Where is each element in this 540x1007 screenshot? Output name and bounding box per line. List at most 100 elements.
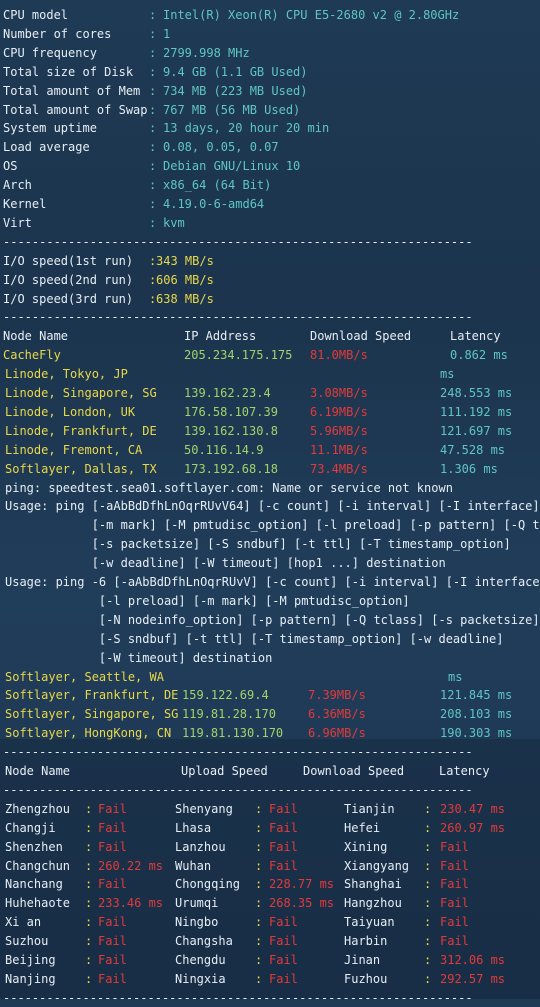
download-speed: 6.96MB/s: [308, 726, 366, 741]
ping-error-text: [-W timeout] destination: [5, 650, 273, 665]
node-name: Linode, Frankfurt, DE: [5, 423, 157, 438]
separator-colon: :: [85, 934, 93, 949]
city-result: Fail: [269, 839, 298, 854]
separator-colon: :: [85, 858, 93, 873]
download-speed: 6.36MB/s: [308, 707, 366, 722]
sysinfo-value: 0.08, 0.05, 0.07: [163, 140, 279, 155]
sysinfo-label: Kernel: [3, 197, 47, 211]
city-name: Hefei: [344, 820, 381, 835]
city-result: Fail: [440, 896, 469, 911]
sysinfo-label: Load average: [3, 140, 90, 155]
sysinfo-label: Number of cores: [3, 26, 112, 41]
separator-colon: :: [149, 26, 157, 41]
city-result: Fail: [269, 820, 298, 835]
city-name: Harbin: [344, 934, 388, 949]
sysinfo-label: Total amount of Mem: [3, 83, 141, 98]
city-name: Suzhou: [5, 934, 49, 949]
col-download-speed: Download Speed: [303, 764, 405, 778]
download-speed: 3.08MB/s: [310, 386, 368, 400]
separator-colon: :: [149, 83, 157, 98]
panel-background: [0, 739, 540, 999]
download-speed: 81.0MB/s: [310, 348, 368, 363]
separator-colon: :: [255, 915, 263, 930]
io-label: I/O speed(3rd run): [3, 291, 134, 306]
city-name: Shenzhen: [5, 839, 63, 854]
sysinfo-value: Intel(R) Xeon(R) CPU E5-2680 v2 @ 2.80GH…: [163, 8, 460, 22]
separator-colon: :: [255, 953, 263, 967]
node-name: Linode, Tokyo, JP: [5, 367, 128, 382]
city-name: Xi an: [5, 915, 42, 930]
node-name: Softlayer, Seattle, WA: [5, 669, 164, 684]
col-latency: Latency: [450, 329, 501, 344]
sysinfo-label: CPU model: [3, 8, 69, 22]
sysinfo-value: 2799.998 MHz: [163, 45, 250, 60]
separator-colon: :: [85, 971, 93, 986]
city-result: Fail: [269, 801, 298, 816]
separator-colon: :: [255, 801, 263, 816]
separator-colon: :: [424, 839, 432, 854]
city-name: Chengdu: [175, 953, 226, 967]
city-result: Fail: [269, 953, 298, 967]
separator-colon: :: [149, 291, 157, 306]
separator-colon: :: [149, 140, 157, 155]
city-name: Shanghai: [344, 877, 402, 892]
city-name: Fuzhou: [344, 971, 388, 986]
sysinfo-value: 9.4 GB (1.1 GB Used): [163, 64, 308, 79]
separator-colon: :: [149, 102, 157, 117]
separator: ----------------------------------------…: [3, 234, 473, 249]
separator-colon: :: [149, 64, 157, 79]
city-name: Changji: [5, 820, 56, 835]
col-upload-speed: Upload Speed: [181, 764, 268, 778]
sysinfo-label: OS: [3, 159, 18, 174]
sysinfo-label: CPU frequency: [3, 45, 97, 60]
latency: 248.553 ms: [440, 386, 513, 400]
separator-colon: :: [149, 8, 157, 22]
separator-colon: :: [85, 953, 93, 967]
node-name: Linode, Fremont, CA: [5, 442, 143, 457]
separator-colon: :: [255, 839, 263, 854]
city-result: 268.35 ms: [269, 896, 335, 911]
ping-error-text: [-N nodeinfo_option] [-p pattern] [-Q tc…: [5, 612, 540, 627]
separator-colon: :: [424, 915, 432, 930]
separator-colon: :: [424, 896, 432, 911]
ping-error-text: [-w deadline] [-W timeout] [hop1 ...] de…: [5, 556, 446, 571]
ping-error-text: [-S sndbuf] [-t ttl] [-T timestamp_optio…: [5, 631, 504, 646]
download-speed: 7.39MB/s: [308, 688, 366, 703]
separator-colon: :: [149, 272, 157, 287]
sysinfo-value: Debian GNU/Linux 10: [163, 159, 301, 174]
ping-error-text: [-l preload] [-m mark] [-M pmtudisc_opti…: [5, 593, 410, 608]
sysinfo-value: 4.19.0-6-amd64: [163, 197, 265, 211]
city-result: 260.97 ms: [440, 820, 506, 835]
separator-colon: :: [255, 971, 263, 986]
latency: 1.306 ms: [440, 461, 498, 476]
city-result: 228.77 ms: [269, 877, 335, 892]
city-name: Changsha: [175, 934, 233, 949]
city-name: Lhasa: [175, 820, 212, 835]
separator-colon: :: [149, 215, 157, 230]
latency: 121.697 ms: [440, 423, 513, 438]
separator-colon: :: [424, 934, 432, 949]
city-result: Fail: [98, 877, 127, 892]
node-name: CacheFly: [3, 348, 61, 363]
separator-colon: :: [424, 858, 432, 873]
separator-colon: :: [255, 820, 263, 835]
separator-colon: :: [149, 45, 157, 60]
node-name: Softlayer, Singapore, SG: [5, 707, 179, 722]
ping-error-text: ping: speedtest.sea01.softlayer.com: Nam…: [5, 480, 453, 495]
ip-address: 176.58.107.39: [184, 404, 278, 419]
io-label: I/O speed(2nd run): [3, 272, 134, 287]
latency: 0.862 ms: [450, 348, 508, 363]
ping-error-text: [-m mark] [-M pmtudisc_option] [-l prelo…: [5, 518, 540, 533]
separator-colon: :: [85, 896, 93, 911]
ping-error-text: [-s packetsize] [-S sndbuf] [-t ttl] [-T…: [5, 537, 511, 552]
separator-colon: :: [85, 801, 93, 816]
separator-colon: :: [424, 820, 432, 835]
city-name: Ningxia: [175, 971, 226, 986]
io-label: I/O speed(1st run): [3, 253, 134, 268]
separator-colon: :: [85, 839, 93, 854]
separator: ----------------------------------------…: [3, 782, 473, 797]
node-name: Linode, London, UK: [5, 404, 136, 419]
node-name: Softlayer, Dallas, TX: [5, 461, 157, 476]
sysinfo-label: System uptime: [3, 121, 97, 136]
node-name: Softlayer, Frankfurt, DE: [5, 688, 179, 703]
